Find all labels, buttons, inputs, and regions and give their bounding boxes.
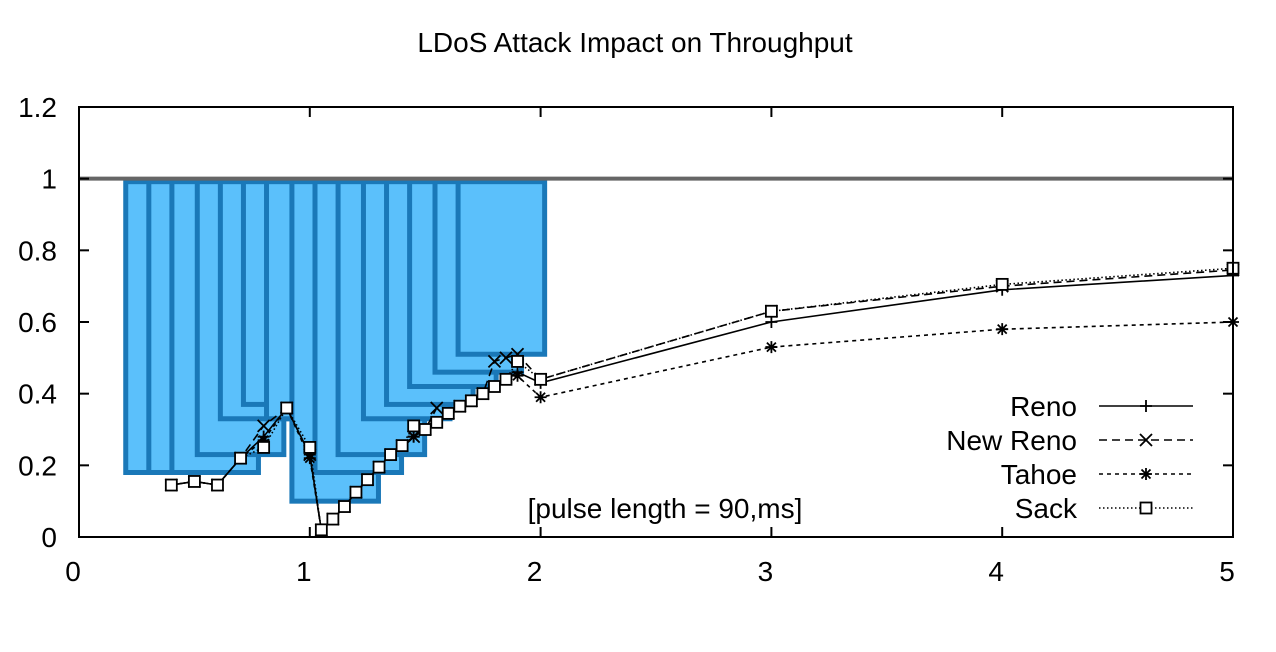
data-point xyxy=(499,351,513,365)
data-point xyxy=(995,277,1009,291)
legend-item: Tahoe xyxy=(1001,459,1193,490)
data-point xyxy=(349,485,363,499)
legend-label: Tahoe xyxy=(1001,459,1077,490)
data-point xyxy=(441,406,455,420)
data-point xyxy=(338,500,351,513)
y-tick-label: 1.2 xyxy=(18,92,57,123)
y-tick-label: 0.6 xyxy=(18,307,57,338)
legend-item: Sack xyxy=(1015,493,1193,524)
data-point xyxy=(211,478,224,492)
data-point xyxy=(488,380,501,393)
series-sack xyxy=(164,261,1240,537)
pulse-length-annotation: [pulse length = 90,ms] xyxy=(528,493,803,524)
x-tick-label: 1 xyxy=(296,556,312,587)
data-point xyxy=(257,434,270,447)
data-point xyxy=(464,394,478,408)
y-tick-label: 0 xyxy=(41,522,57,553)
x-tick-label: 5 xyxy=(1219,556,1235,587)
legend-item: New Reno xyxy=(946,425,1193,456)
data-point xyxy=(407,430,420,443)
data-point xyxy=(280,401,294,415)
data-point xyxy=(384,448,397,461)
attack-bars xyxy=(123,179,548,504)
data-point xyxy=(511,355,524,368)
data-point xyxy=(257,441,271,454)
data-point xyxy=(234,451,247,465)
data-point xyxy=(395,439,409,453)
axis-ticks: 0 0.2 0.4 0.6 0.8 1 1.2 0 1 2 3 4 5 xyxy=(18,92,1235,587)
data-point xyxy=(164,478,178,492)
attack-bar xyxy=(455,179,548,357)
legend-marker xyxy=(1139,433,1153,447)
legend-marker xyxy=(1139,501,1153,515)
x-tick-label: 4 xyxy=(988,556,1004,587)
data-point xyxy=(499,372,513,386)
data-point xyxy=(407,419,421,433)
data-point xyxy=(765,304,778,318)
x-tick-label: 3 xyxy=(758,556,774,587)
legend-label: Sack xyxy=(1015,493,1078,524)
data-point xyxy=(418,423,432,436)
x-tick-label: 0 xyxy=(65,556,81,587)
y-tick-label: 0.2 xyxy=(18,450,57,481)
legend-label: New Reno xyxy=(946,425,1077,456)
y-tick-label: 0.8 xyxy=(18,235,57,266)
data-point xyxy=(534,372,547,386)
data-point xyxy=(187,475,201,488)
data-point xyxy=(765,341,778,354)
data-point xyxy=(257,419,271,433)
data-point xyxy=(326,512,340,526)
legend-marker xyxy=(1140,400,1152,412)
legend-marker xyxy=(1140,468,1152,480)
data-point xyxy=(430,415,444,429)
data-point xyxy=(303,452,316,465)
data-point xyxy=(453,399,467,413)
data-point xyxy=(314,523,328,537)
data-point xyxy=(361,473,374,487)
legend-item: Reno xyxy=(1010,391,1193,422)
data-point xyxy=(511,369,524,382)
chart-title: LDoS Attack Impact on Throughput xyxy=(417,27,853,58)
y-tick-label: 1 xyxy=(41,164,57,195)
data-point xyxy=(765,316,778,328)
data-point xyxy=(487,354,502,369)
x-tick-label: 2 xyxy=(527,556,543,587)
data-point xyxy=(372,460,386,474)
data-point xyxy=(430,401,444,415)
legend-label: Reno xyxy=(1010,391,1077,422)
data-point xyxy=(476,387,490,401)
y-tick-label: 0.4 xyxy=(18,379,57,410)
data-point xyxy=(303,441,317,454)
data-point xyxy=(996,323,1009,336)
data-point xyxy=(534,391,547,404)
